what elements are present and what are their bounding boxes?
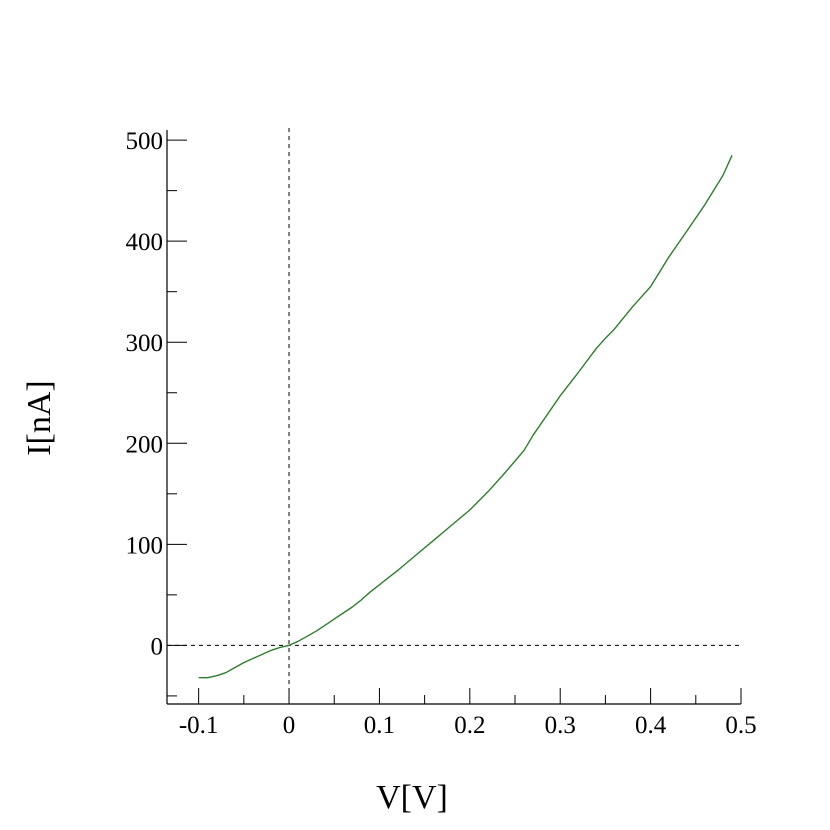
x-axis-ticks: -0.1 0 0.1 0.2 0.3 0.4 0.5 bbox=[179, 688, 757, 739]
y-tick-label: 400 bbox=[126, 229, 164, 256]
y-tick-label: 0 bbox=[151, 633, 164, 660]
x-tick-label: -0.1 bbox=[179, 712, 219, 739]
x-axis-label: V[V] bbox=[376, 779, 448, 816]
y-axis-label: I[nA] bbox=[21, 380, 58, 456]
x-tick-label: 0.3 bbox=[545, 712, 576, 739]
axes bbox=[166, 130, 741, 705]
series-line-iv-curve bbox=[198, 155, 733, 679]
y-tick-label: 200 bbox=[126, 431, 164, 458]
x-tick-label: 0.2 bbox=[454, 712, 485, 739]
reference-lines bbox=[167, 128, 741, 704]
x-tick-label: 0 bbox=[283, 712, 296, 739]
y-axis-ticks: 0 100 200 300 400 500 bbox=[126, 128, 187, 697]
y-tick-label: 500 bbox=[126, 128, 164, 155]
y-tick-label: 300 bbox=[126, 330, 164, 357]
x-tick-label: 0.1 bbox=[364, 712, 395, 739]
series-layer bbox=[198, 155, 733, 679]
y-tick-label: 100 bbox=[126, 532, 164, 559]
x-tick-label: 0.4 bbox=[635, 712, 667, 739]
x-tick-label: 0.5 bbox=[725, 712, 756, 739]
